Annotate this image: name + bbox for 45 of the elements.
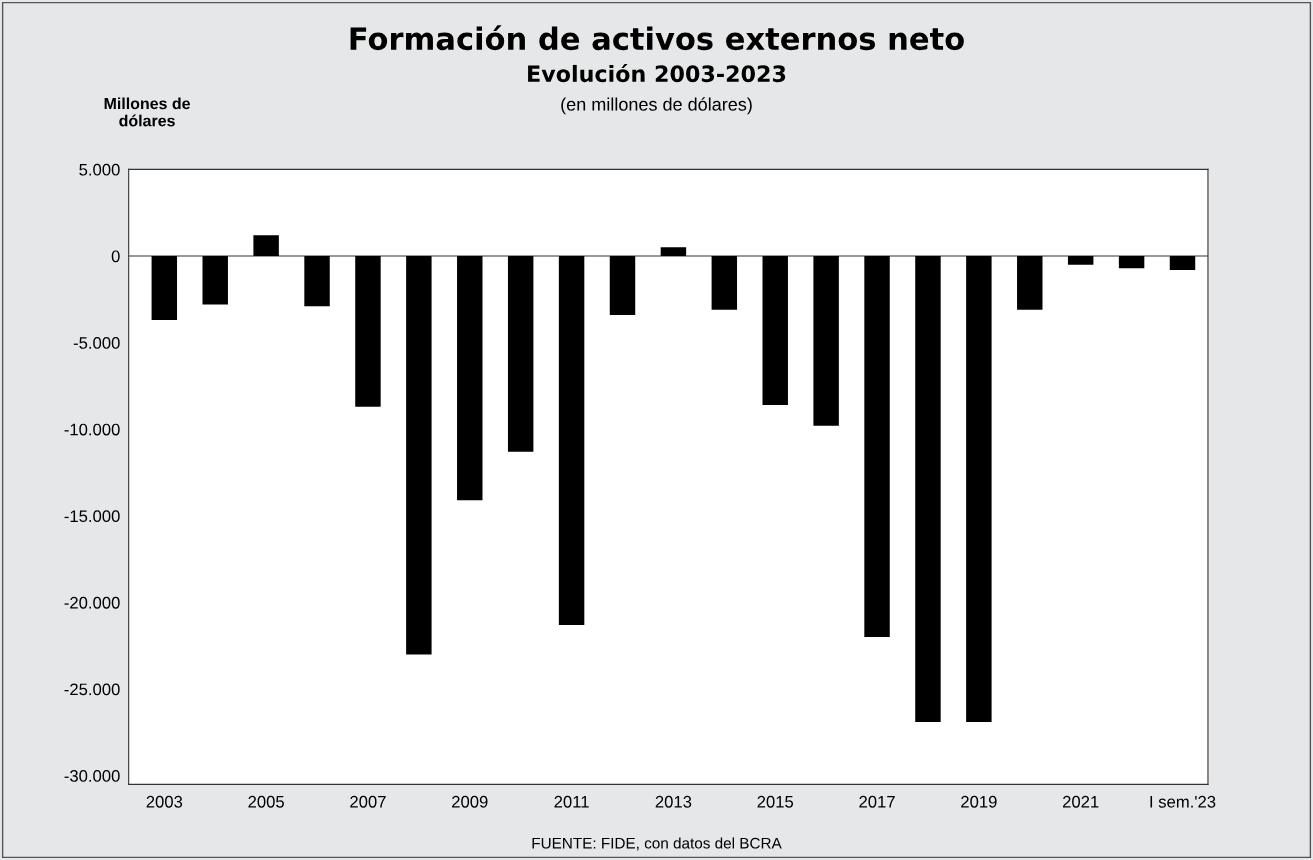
bar: [151, 256, 178, 321]
bar: [406, 256, 432, 655]
bar: [609, 256, 636, 315]
y-tick-label: -30.000: [64, 770, 120, 782]
y-tick-label: 5.000: [79, 163, 120, 176]
bar: [1017, 256, 1043, 310]
bar: [915, 256, 941, 722]
x-tick-label: 2007: [350, 795, 386, 808]
y-tick-label: -10.000: [64, 423, 120, 436]
bar: [864, 256, 890, 638]
y-tick-label: -20.000: [64, 596, 120, 609]
bar: [507, 256, 534, 452]
bar: [813, 256, 839, 426]
x-tick-label: 2015: [757, 795, 794, 808]
y-axis-title: Millones de dólares: [104, 97, 190, 127]
bar: [558, 256, 585, 625]
bar: [1118, 256, 1145, 269]
bar: [1169, 256, 1196, 270]
bar: [304, 256, 330, 307]
bar: [202, 256, 228, 305]
bar: [660, 247, 687, 257]
x-tick-label: 2013: [655, 795, 692, 808]
source-note: FUENTE: FIDE, con datos del BCRA: [532, 837, 782, 851]
y-tick-label: -25.000: [64, 683, 120, 696]
bar: [711, 256, 738, 310]
x-tick-label: 2011: [554, 795, 589, 808]
text: (en millones de dólares): [561, 97, 752, 115]
y-tick-label: -15.000: [64, 510, 120, 523]
y-tick-label: 0: [111, 250, 120, 263]
y-tick-label: -5.000: [73, 337, 120, 349]
bar: [457, 256, 483, 501]
bar: [966, 256, 992, 722]
x-tick-label: 2021: [1062, 795, 1099, 808]
bar: [762, 256, 788, 405]
x-tick-label: I sem.'23: [1150, 795, 1216, 808]
bar: [1067, 256, 1094, 265]
bar: [355, 256, 381, 407]
bar: [253, 235, 279, 257]
x-tick-label: 2003: [146, 795, 183, 808]
x-tick-label: 2009: [452, 795, 488, 808]
chart-title: Formación de activos externos neto: [350, 25, 964, 51]
x-tick-label: 2017: [859, 795, 895, 808]
chart-subtitle: Evolución 2003-2023: [528, 64, 786, 83]
x-tick-label: 2019: [961, 795, 997, 808]
x-tick-label: 2005: [248, 795, 284, 808]
